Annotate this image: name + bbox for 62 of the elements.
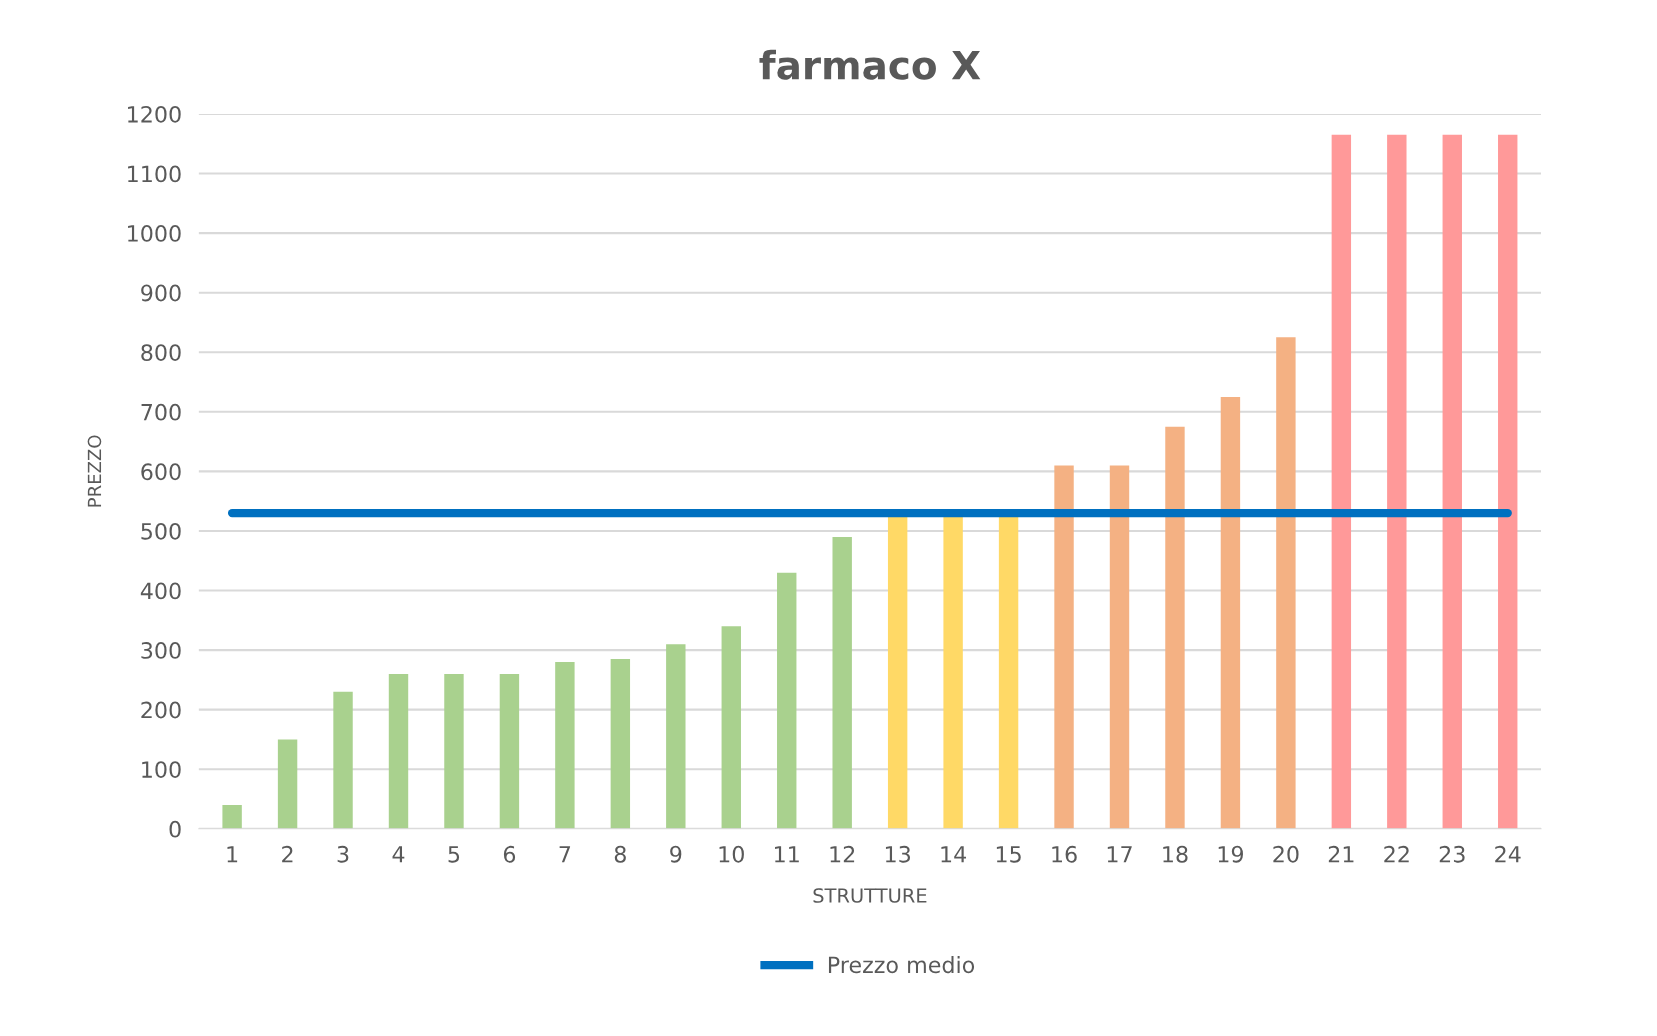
y-tick-label: 100 (142, 761, 181, 778)
x-tick-label: 18 (1163, 845, 1188, 863)
x-tick-label: 16 (1052, 845, 1077, 863)
x-tick-label: 20 (1273, 845, 1299, 863)
x-axis-title: STRUTTURE (813, 888, 927, 903)
bar (555, 662, 575, 829)
bar (721, 626, 741, 829)
y-tick-label: 700 (141, 403, 181, 421)
x-tick-label: 4 (392, 846, 405, 863)
y-tick-label: 300 (141, 642, 181, 659)
x-tick-label: 1 (227, 846, 238, 863)
x-tick-label: 6 (503, 845, 516, 863)
x-tick-label: 15 (996, 846, 1021, 863)
bar (1220, 396, 1241, 829)
y-tick-label: 0 (169, 820, 181, 838)
y-tick-label: 1200 (128, 105, 181, 123)
bar (1387, 134, 1407, 829)
bar (499, 673, 520, 829)
bar (1054, 465, 1074, 829)
bar (1331, 134, 1352, 829)
x-tick-label: 12 (830, 845, 855, 863)
bar (832, 536, 852, 829)
legend-label: Prezzo medio (828, 956, 975, 974)
bar (333, 691, 353, 829)
x-tick-label: 2 (282, 845, 293, 863)
x-tick-label: 3 (337, 845, 349, 863)
bar (666, 644, 686, 829)
x-tick-label: 9 (670, 845, 682, 863)
x-tick-label: 24 (1495, 845, 1521, 863)
bar (444, 673, 464, 829)
y-tick-label: 1000 (128, 225, 181, 242)
y-tick-label: 800 (141, 344, 181, 361)
x-tick-label: 7 (559, 846, 571, 863)
bar (1109, 465, 1130, 829)
x-tick-label: 23 (1439, 845, 1465, 863)
y-tick-label: 900 (141, 284, 181, 302)
bar (1276, 337, 1296, 829)
x-tick-label: 5 (448, 846, 460, 863)
bar (277, 739, 298, 829)
x-tick-label: 14 (941, 846, 967, 863)
x-tick-label: 8 (614, 845, 626, 863)
x-tick-label: 17 (1107, 846, 1132, 863)
y-tick-label: 600 (141, 463, 181, 481)
x-tick-label: 10 (719, 845, 744, 863)
y-tick-label: 1100 (128, 165, 181, 183)
y-tick-label: 500 (141, 522, 181, 540)
y-axis-title: PREZZO (87, 435, 102, 507)
bar (1165, 426, 1185, 829)
x-tick-label: 13 (885, 845, 911, 863)
bar (222, 804, 242, 829)
bar (777, 572, 797, 829)
x-tick-label: 11 (775, 846, 799, 863)
y-tick-label: 200 (141, 701, 181, 719)
y-tick-label: 400 (140, 582, 181, 600)
x-tick-label: 22 (1384, 845, 1409, 863)
bar (610, 659, 631, 829)
bar (388, 673, 409, 829)
x-tick-label: 21 (1328, 845, 1354, 863)
chart-title: farmaco X (759, 49, 981, 80)
x-tick-label: 19 (1218, 845, 1243, 863)
bar (1442, 134, 1462, 829)
bar (1498, 134, 1518, 829)
